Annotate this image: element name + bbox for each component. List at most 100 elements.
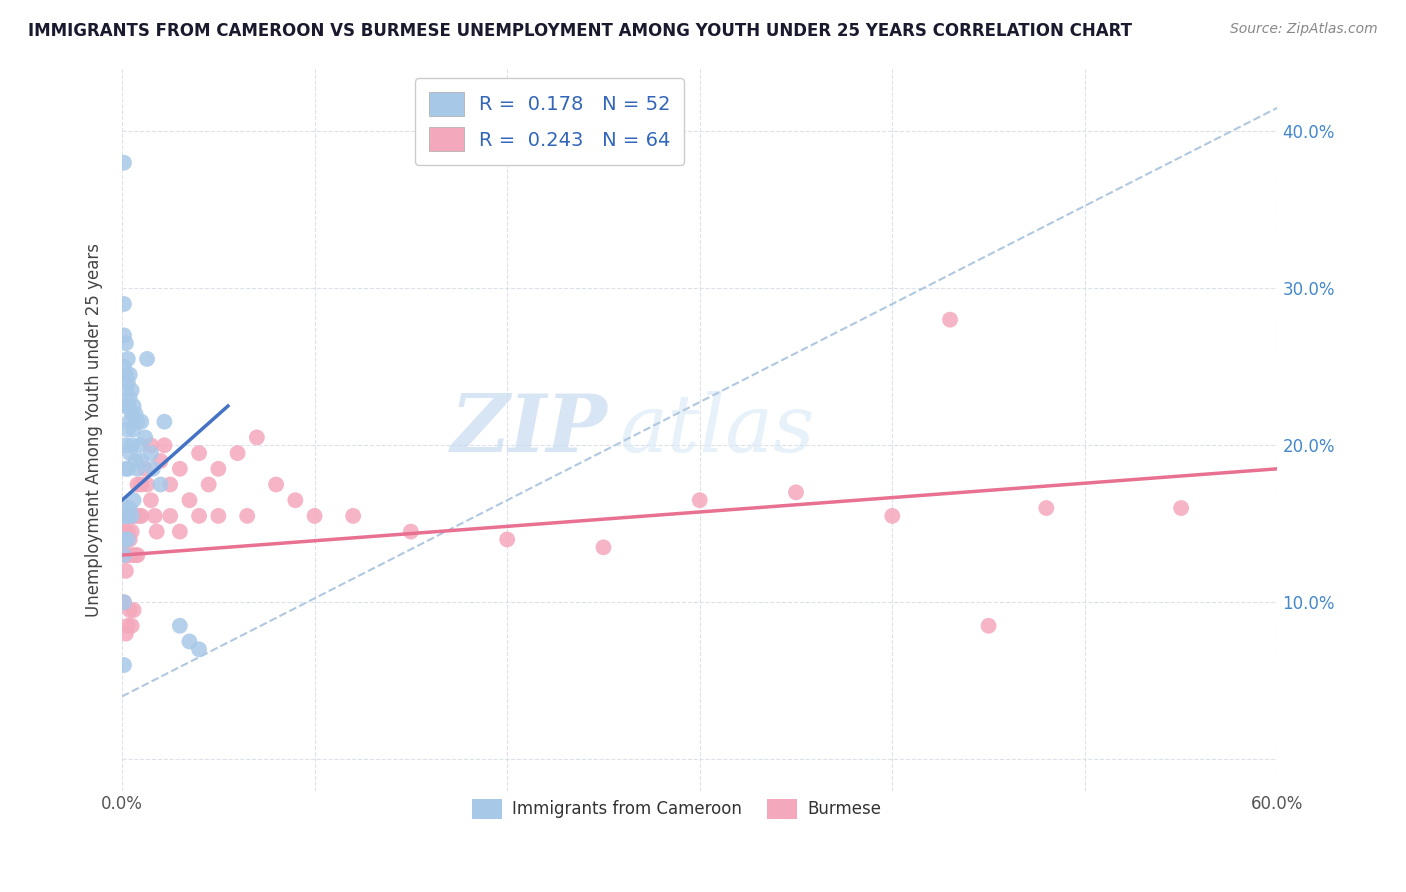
Point [118, 501, 141, 516]
Point [117, 399, 139, 413]
Point [115, 384, 138, 398]
Point [112, 595, 135, 609]
Point [112, 524, 135, 539]
Point [118, 446, 141, 460]
Point [117, 548, 139, 562]
Point [115, 438, 138, 452]
Legend: Immigrants from Cameroon, Burmese: Immigrants from Cameroon, Burmese [465, 792, 887, 826]
Point [112, 533, 135, 547]
Point [112, 508, 135, 523]
Point [246, 430, 269, 444]
Point [122, 493, 145, 508]
Point [207, 462, 229, 476]
Text: atlas: atlas [619, 391, 814, 468]
Point [153, 438, 176, 452]
Point [115, 533, 138, 547]
Point [122, 603, 145, 617]
Point [124, 454, 146, 468]
Point [139, 446, 162, 460]
Point [112, 508, 135, 523]
Point [121, 548, 143, 562]
Point [179, 634, 201, 648]
Point [342, 508, 364, 523]
Point [112, 658, 135, 673]
Point [159, 477, 181, 491]
Point [118, 415, 141, 429]
Point [207, 508, 229, 523]
Point [284, 493, 307, 508]
Point [127, 548, 149, 562]
Point [197, 477, 219, 491]
Point [939, 312, 962, 326]
Y-axis label: Unemployment Among Youth under 25 years: Unemployment Among Youth under 25 years [86, 243, 103, 616]
Point [112, 155, 135, 169]
Point [118, 508, 141, 523]
Point [117, 376, 139, 390]
Point [112, 548, 135, 562]
Point [124, 407, 146, 421]
Point [118, 368, 141, 382]
Point [117, 533, 139, 547]
Point [112, 548, 135, 562]
Text: Source: ZipAtlas.com: Source: ZipAtlas.com [1230, 22, 1378, 37]
Point [117, 462, 139, 476]
Point [117, 524, 139, 539]
Point [143, 508, 166, 523]
Point [134, 462, 156, 476]
Point [134, 430, 156, 444]
Point [115, 399, 138, 413]
Point [131, 454, 153, 468]
Point [142, 462, 165, 476]
Point [121, 524, 143, 539]
Point [117, 423, 139, 437]
Point [117, 619, 139, 633]
Point [121, 508, 143, 523]
Point [115, 368, 138, 382]
Point [127, 415, 149, 429]
Point [136, 477, 159, 491]
Point [124, 548, 146, 562]
Point [115, 508, 138, 523]
Point [153, 415, 176, 429]
Point [226, 446, 249, 460]
Point [121, 508, 143, 523]
Point [882, 508, 904, 523]
Text: IMMIGRANTS FROM CAMEROON VS BURMESE UNEMPLOYMENT AMONG YOUTH UNDER 25 YEARS CORR: IMMIGRANTS FROM CAMEROON VS BURMESE UNEM… [28, 22, 1132, 40]
Point [112, 328, 135, 343]
Point [122, 399, 145, 413]
Point [169, 524, 191, 539]
Point [118, 533, 141, 547]
Point [188, 508, 211, 523]
Point [136, 351, 159, 366]
Point [117, 508, 139, 523]
Point [145, 524, 167, 539]
Point [188, 446, 211, 460]
Point [496, 533, 519, 547]
Point [122, 508, 145, 523]
Point [264, 477, 287, 491]
Point [128, 438, 150, 452]
Point [179, 493, 201, 508]
Point [127, 477, 149, 491]
Point [977, 619, 1000, 633]
Point [139, 438, 162, 452]
Point [115, 626, 138, 640]
Point [169, 462, 191, 476]
Point [115, 548, 138, 562]
Point [149, 477, 172, 491]
Point [188, 642, 211, 657]
Point [127, 462, 149, 476]
Point [592, 541, 614, 555]
Point [139, 493, 162, 508]
Point [118, 391, 141, 405]
Point [112, 359, 135, 374]
Point [128, 508, 150, 523]
Point [115, 501, 138, 516]
Point [131, 477, 153, 491]
Point [121, 407, 143, 421]
Point [112, 508, 135, 523]
Point [399, 524, 422, 539]
Point [1170, 501, 1192, 516]
Point [159, 508, 181, 523]
Point [131, 415, 153, 429]
